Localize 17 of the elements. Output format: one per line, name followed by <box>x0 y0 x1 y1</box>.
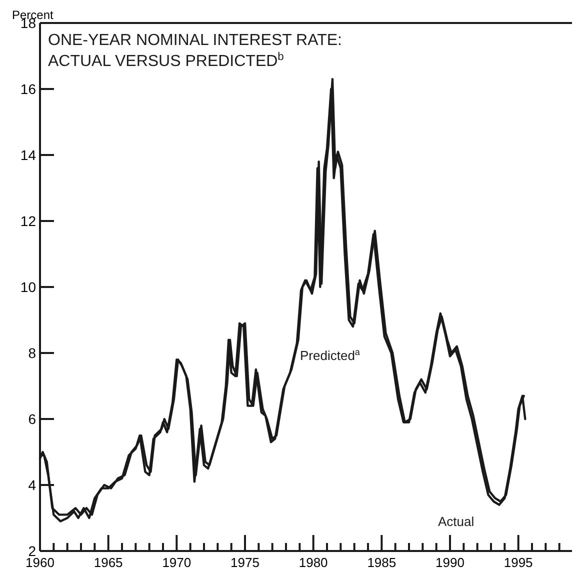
x-tick-label: 1985 <box>367 555 396 570</box>
x-tick-label: 1970 <box>162 555 192 570</box>
series-label: Predicted$^{a}$ <box>300 347 361 363</box>
y-tick-label: 6 <box>28 410 36 427</box>
series-label: Actual <box>438 514 474 529</box>
y-tick-label: 12 <box>20 212 36 229</box>
y-tick-label: 10 <box>20 278 36 295</box>
y-tick-label: 8 <box>28 344 36 361</box>
x-tick-label: 1990 <box>436 555 464 570</box>
x-tick-label: 1980 <box>298 555 328 570</box>
y-tick-label: 16 <box>20 80 36 97</box>
x-tick-label: 1995 <box>504 555 533 570</box>
text: ONE-YEAR NOMINAL INTEREST RATE: ACTUAL VERSUS PREDICTED$^{b}$ <box>48 32 342 70</box>
y-tick-label: 14 <box>20 146 36 163</box>
x-tick-label: 1965 <box>94 555 123 570</box>
y-tick-label: 4 <box>28 476 36 493</box>
x-tick-label: 1975 <box>230 555 260 570</box>
